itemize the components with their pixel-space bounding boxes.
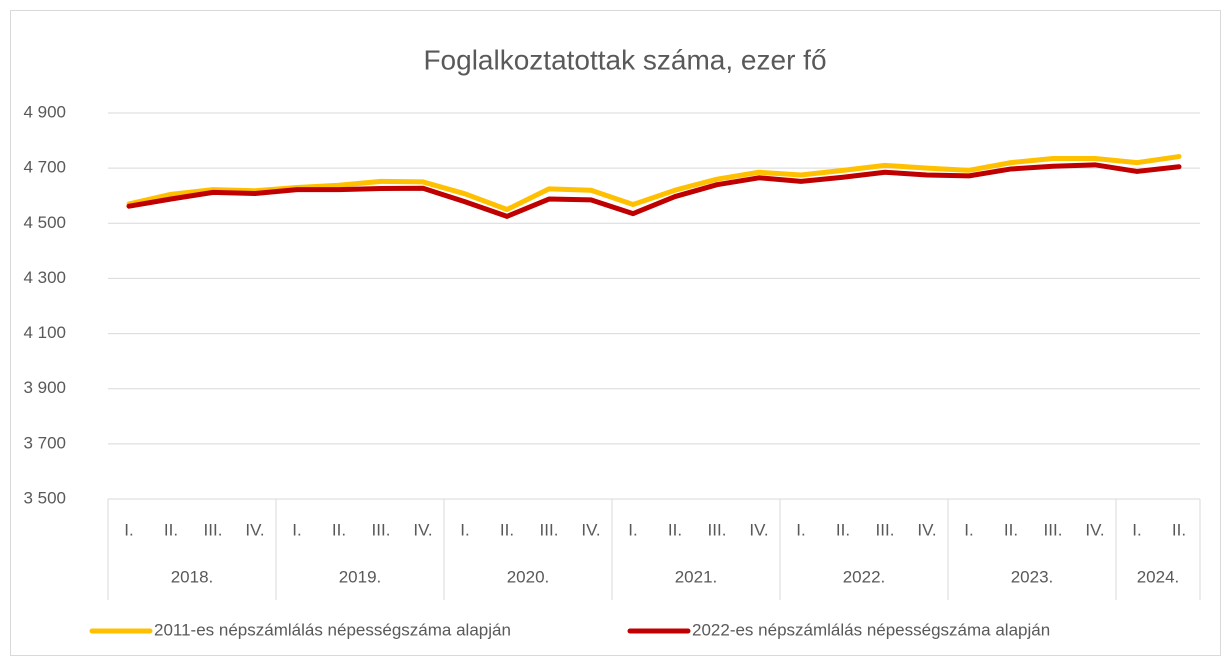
y-tick-label: 4 700: [23, 158, 66, 177]
x-group-label: 2024.: [1137, 567, 1180, 586]
x-tick-label: II.: [1172, 520, 1186, 539]
chart-title: Foglalkoztatottak száma, ezer fő: [423, 44, 826, 75]
x-tick-label: III.: [372, 520, 391, 539]
x-tick-label: IV.: [245, 520, 264, 539]
chart-frame: [10, 10, 1221, 656]
x-group-label: 2021.: [675, 567, 718, 586]
x-tick-label: IV.: [413, 520, 432, 539]
y-tick-label: 3 900: [23, 378, 66, 397]
legend-label: 2022-es népszámlálás népességszáma alapj…: [692, 620, 1050, 639]
y-tick-label: 4 500: [23, 213, 66, 232]
x-tick-label: IV.: [1085, 520, 1104, 539]
x-tick-label: I.: [628, 520, 637, 539]
x-tick-label: II.: [500, 520, 514, 539]
x-group-label: 2023.: [1011, 567, 1054, 586]
y-tick-label: 3 700: [23, 433, 66, 452]
x-group-label: 2018.: [171, 567, 214, 586]
x-group-label: 2020.: [507, 567, 550, 586]
x-tick-label: III.: [876, 520, 895, 539]
x-tick-label: I.: [124, 520, 133, 539]
x-tick-label: II.: [332, 520, 346, 539]
x-tick-label: II.: [836, 520, 850, 539]
x-tick-label: I.: [796, 520, 805, 539]
x-tick-label: II.: [1004, 520, 1018, 539]
series-line: [126, 162, 1182, 219]
x-tick-label: I.: [460, 520, 469, 539]
y-tick-label: 4 900: [23, 102, 66, 121]
y-tick-label: 4 100: [23, 323, 66, 342]
x-tick-label: I.: [292, 520, 301, 539]
x-tick-label: III.: [1044, 520, 1063, 539]
x-tick-label: III.: [540, 520, 559, 539]
x-tick-label: IV.: [917, 520, 936, 539]
x-tick-label: I.: [1132, 520, 1141, 539]
y-tick-label: 4 300: [23, 268, 66, 287]
y-tick-label: 3 500: [23, 488, 66, 507]
legend-label: 2011-es népszámlálás népességszáma alapj…: [154, 620, 511, 639]
x-tick-label: II.: [164, 520, 178, 539]
series-line: [126, 154, 1182, 212]
x-tick-label: IV.: [749, 520, 768, 539]
x-group-label: 2019.: [339, 567, 382, 586]
x-tick-label: III.: [708, 520, 727, 539]
x-tick-label: I.: [964, 520, 973, 539]
x-group-label: 2022.: [843, 567, 886, 586]
x-tick-label: IV.: [581, 520, 600, 539]
x-tick-label: II.: [668, 520, 682, 539]
x-tick-label: III.: [204, 520, 223, 539]
